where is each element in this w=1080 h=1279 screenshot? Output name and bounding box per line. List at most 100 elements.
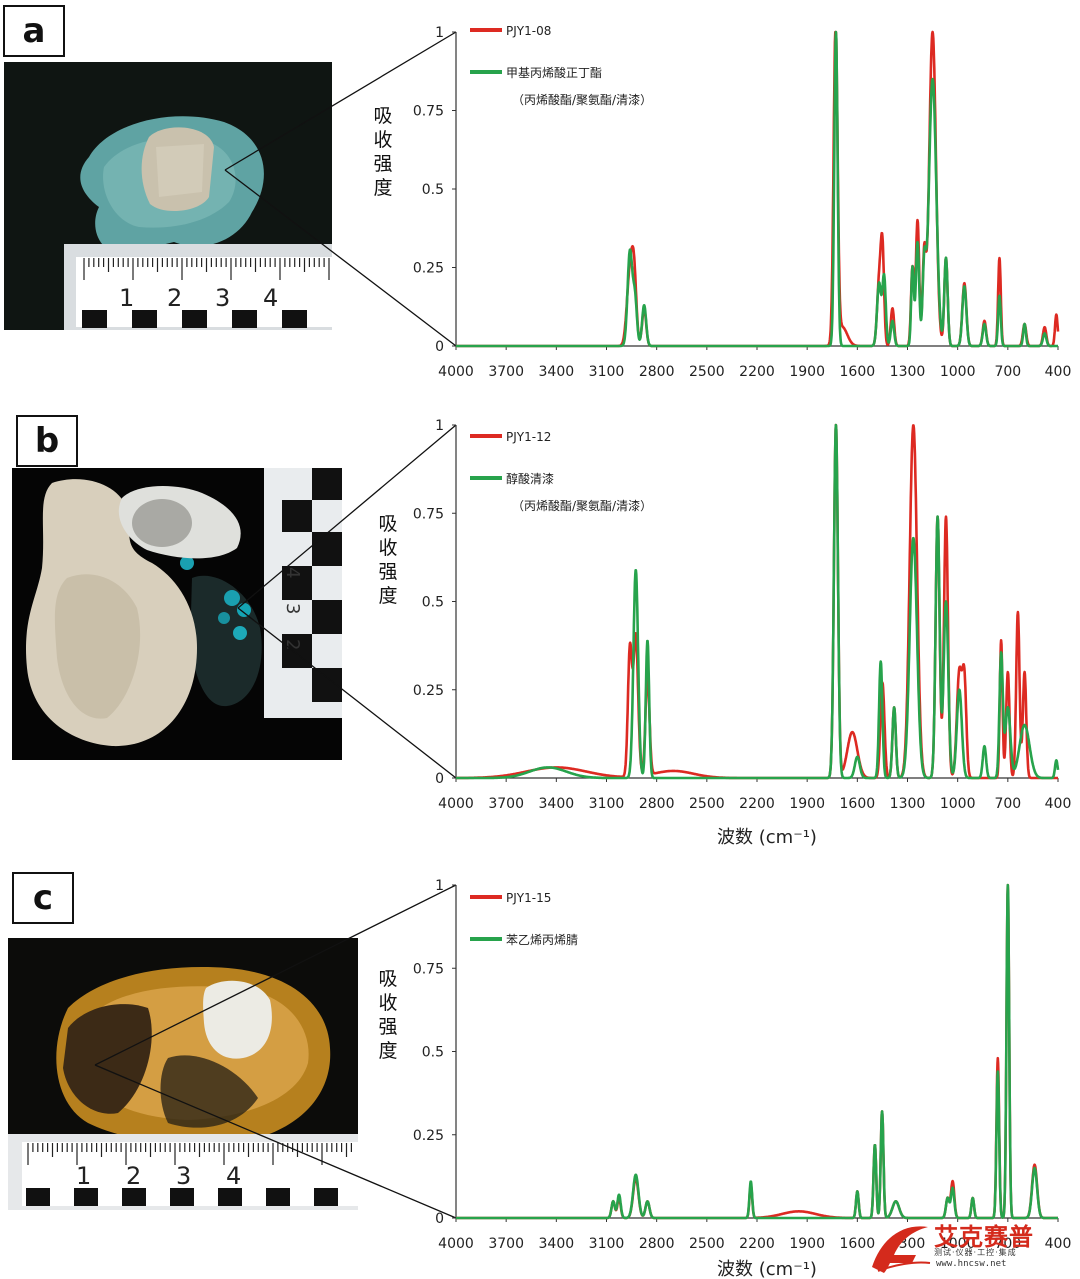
x-tick-label: 400	[1045, 364, 1072, 380]
x-tick-label: 700	[994, 364, 1021, 380]
x-tick-label: 3700	[488, 364, 524, 380]
sample-photo-c-art: 1 2 3 4	[8, 967, 358, 1210]
scale-number: 2	[126, 1162, 141, 1190]
x-tick-label: 1600	[840, 364, 876, 380]
scale-number: 4	[226, 1162, 241, 1190]
x-tick-label: 1000	[940, 1236, 976, 1252]
legend-label: 苯乙烯丙烯腈	[506, 933, 578, 947]
sample-photo-a-art: 1 2 3 4	[64, 116, 332, 330]
scale-number: 3	[282, 603, 303, 614]
connector-line	[237, 607, 457, 779]
panel-letter-b: b	[16, 415, 78, 467]
x-tick-label: 3700	[488, 1236, 524, 1252]
x-tick-label: 1600	[840, 796, 876, 812]
y-tick-label: 0.25	[413, 261, 444, 277]
scale-number: 2	[282, 639, 303, 650]
logo-mark-icon	[872, 1226, 931, 1273]
x-tick-label: 400	[1045, 1236, 1072, 1252]
x-tick-label: 1900	[789, 364, 825, 380]
x-tick-label: 3400	[539, 1236, 575, 1252]
logo-brand: 艾克赛普	[934, 1223, 1034, 1251]
legend-label: 醇酸清漆	[506, 471, 554, 486]
scale-number: 1	[76, 1162, 91, 1190]
x-axis-label: 波数 (cm⁻¹)	[717, 1259, 817, 1279]
x-tick-label: 1300	[890, 796, 926, 812]
x-tick-label: 2500	[689, 1236, 725, 1252]
scale-number: 2	[167, 284, 182, 312]
scale-number: 4	[263, 284, 278, 312]
legend-label: 甲基丙烯酸正丁酯	[506, 65, 602, 80]
sample-photo-a: 1 2 3 4	[4, 62, 332, 330]
x-tick-label: 400	[1045, 796, 1072, 812]
y-tick-label: 0.5	[422, 595, 444, 611]
x-tick-label: 1900	[789, 796, 825, 812]
panel-letter-c: c	[12, 872, 74, 924]
x-tick-label: 2500	[689, 364, 725, 380]
legend-label: PJY1-15	[506, 891, 551, 905]
x-tick-label: 2200	[739, 364, 775, 380]
scale-number: 3	[176, 1162, 191, 1190]
y-tick-label: 0	[435, 1211, 444, 1227]
x-tick-label: 2800	[639, 796, 675, 812]
y-tick-label: 1	[435, 878, 444, 894]
y-tick-label: 1	[435, 25, 444, 41]
watermark-logo: 艾克赛普 测试·仪器·工控·集成 www.hncsw.net	[864, 1217, 1074, 1275]
series-line-reference	[455, 30, 1059, 348]
x-axis-label: 波数 (cm⁻¹)	[717, 827, 817, 848]
y-tick-label: 0.25	[413, 1128, 444, 1144]
x-tick-label: 4000	[438, 1236, 474, 1252]
connector-line	[94, 884, 457, 1066]
y-tick-label: 0.75	[413, 104, 444, 120]
x-tick-label: 2800	[639, 364, 675, 380]
x-tick-label: 3400	[539, 796, 575, 812]
x-tick-label: 3100	[589, 796, 625, 812]
y-tick-label: 0.75	[413, 961, 444, 977]
x-tick-label: 2200	[739, 796, 775, 812]
x-tick-label: 4000	[438, 364, 474, 380]
x-tick-label: 4000	[438, 796, 474, 812]
x-tick-label: 3100	[589, 364, 625, 380]
scale-number: 1	[119, 284, 134, 312]
sample-photo-b: 4 3 2	[12, 468, 342, 760]
series-line-reference	[455, 423, 1060, 780]
legend-label: （丙烯酸酯/聚氨酯/清漆）	[512, 498, 652, 513]
y-axis-label: 吸收强度	[378, 968, 397, 1062]
x-tick-label: 3400	[539, 364, 575, 380]
y-tick-label: 0.75	[413, 506, 444, 522]
y-axis-label: 吸收强度	[373, 105, 392, 199]
connector-line	[237, 424, 457, 609]
y-tick-label: 0	[435, 339, 444, 355]
panel-letter-a: a	[3, 5, 65, 57]
x-tick-label: 3700	[488, 796, 524, 812]
y-tick-label: 1	[435, 418, 444, 434]
sample-photo-b-art: 4 3 2	[25, 468, 342, 747]
y-tick-label: 0.5	[422, 1045, 444, 1061]
sample-photo-c: 1 2 3 4	[8, 938, 358, 1210]
x-tick-label: 2500	[689, 796, 725, 812]
x-tick-label: 700	[994, 796, 1021, 812]
scale-number: 3	[215, 284, 230, 312]
x-tick-label: 1000	[940, 796, 976, 812]
logo-subtitle: 测试·仪器·工控·集成	[934, 1248, 1017, 1257]
x-tick-label: 700	[994, 1236, 1021, 1252]
legend-label: PJY1-12	[506, 430, 551, 444]
scale-number: 4	[282, 567, 303, 578]
y-tick-label: 0.5	[422, 182, 444, 198]
x-tick-label: 2200	[739, 1236, 775, 1252]
series-line-reference	[455, 883, 1059, 1220]
x-tick-label: 2800	[639, 1236, 675, 1252]
x-tick-label: 3100	[589, 1236, 625, 1252]
x-tick-label: 1000	[940, 364, 976, 380]
logo-url: www.hncsw.net	[936, 1259, 1007, 1269]
connector-line	[224, 169, 457, 347]
y-tick-label: 0.25	[413, 683, 444, 699]
y-axis-label: 吸收强度	[378, 513, 397, 607]
y-tick-label: 0	[435, 771, 444, 787]
x-tick-label: 1300	[890, 364, 926, 380]
connector-line	[94, 1064, 457, 1219]
